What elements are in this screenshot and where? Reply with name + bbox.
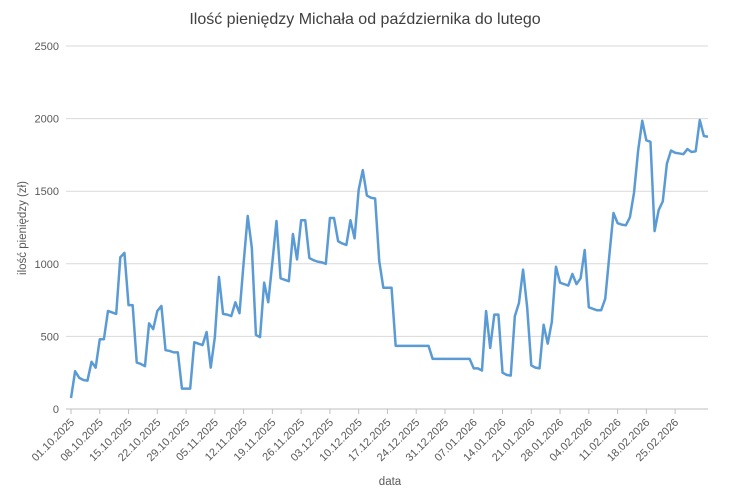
data-line	[69, 118, 709, 399]
y-tick-label: 1000	[35, 259, 59, 271]
x-axis-title: data	[379, 476, 402, 488]
y-tick-label: 2000	[35, 114, 59, 126]
y-axis-title: ilość pieniędzy (zł)	[17, 181, 29, 275]
y-tick-label: 0	[53, 404, 59, 416]
y-tick-label: 2500	[35, 41, 59, 53]
y-tick-label: 500	[41, 331, 59, 343]
chart-title: Ilość pieniędzy Michała od października …	[189, 11, 540, 28]
y-tick-label: 1500	[35, 186, 59, 198]
